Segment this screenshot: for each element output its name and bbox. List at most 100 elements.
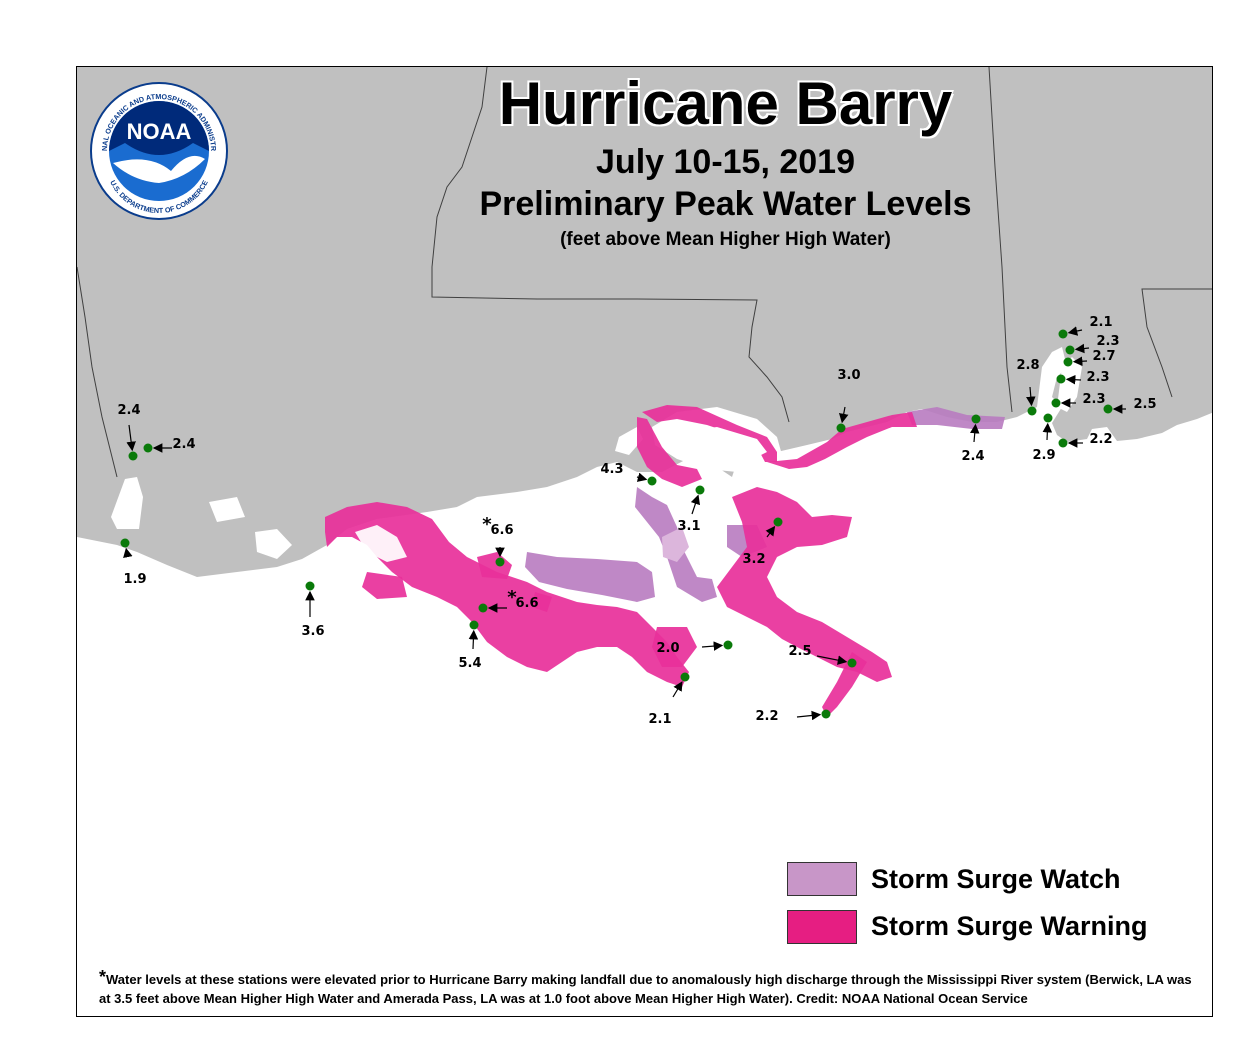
station-marker[interactable] bbox=[1051, 398, 1061, 408]
station-marker[interactable] bbox=[1058, 329, 1068, 339]
station-arrow bbox=[672, 681, 683, 698]
station-marker[interactable] bbox=[836, 423, 846, 433]
stations-layer: 2.42.41.93.66.6*6.6*5.44.33.13.03.22.02.… bbox=[117, 315, 1156, 727]
grand-lake bbox=[255, 529, 292, 559]
station-marker[interactable] bbox=[695, 485, 705, 495]
station-arrow bbox=[636, 472, 648, 482]
station-asterisk: * bbox=[482, 514, 492, 535]
station-value-label: 2.2 bbox=[755, 709, 778, 724]
station-arrow bbox=[1074, 343, 1090, 354]
station-asterisk: * bbox=[507, 587, 517, 608]
station-value-label: 2.9 bbox=[1032, 448, 1055, 463]
station-marker[interactable] bbox=[1065, 345, 1075, 355]
station-marker[interactable] bbox=[847, 658, 857, 668]
footnote-text: Water levels at these stations were elev… bbox=[99, 972, 1192, 1006]
calcasieu-lake bbox=[111, 477, 143, 529]
lake-maurepas bbox=[615, 427, 643, 455]
station-marker[interactable] bbox=[478, 603, 488, 613]
legend-label-warning: Storm Surge Warning bbox=[871, 911, 1148, 941]
map-frame: 2.4 2.4 1.9 3.6 6.6 * 6.6 * 5.4 4.3 3.1 3.0 3.2 2.0 2.… bbox=[76, 66, 1213, 1017]
logo-center-text: NOAA bbox=[127, 119, 192, 144]
station-marker[interactable] bbox=[723, 640, 733, 650]
sabine-lake bbox=[209, 497, 245, 522]
station-arrow bbox=[468, 629, 479, 650]
station-value-label: 2.7 bbox=[1092, 349, 1115, 364]
legend-swatch-warning bbox=[787, 910, 857, 944]
station-marker[interactable] bbox=[1063, 357, 1073, 367]
station-marker[interactable] bbox=[469, 620, 479, 630]
station-value-label: 2.1 bbox=[648, 712, 671, 727]
station-marker[interactable] bbox=[143, 443, 153, 453]
station-value-label: 3.0 bbox=[837, 368, 860, 383]
watch-light-area bbox=[662, 527, 689, 562]
storm-surge-warning-area bbox=[325, 405, 917, 717]
station-value-label: 2.5 bbox=[788, 644, 811, 659]
station-marker[interactable] bbox=[495, 557, 505, 567]
station-marker[interactable] bbox=[1103, 404, 1113, 414]
map-dates: July 10-15, 2019 bbox=[596, 143, 855, 181]
lake-interior-white bbox=[677, 427, 767, 462]
land-mass bbox=[77, 67, 1212, 577]
station-marker[interactable] bbox=[821, 709, 831, 719]
station-marker[interactable] bbox=[971, 414, 981, 424]
station-value-label: 3.2 bbox=[742, 552, 765, 567]
legend-label-watch: Storm Surge Watch bbox=[871, 864, 1121, 894]
state-boundary-tx-la bbox=[77, 266, 118, 478]
station-value-label: 2.8 bbox=[1016, 358, 1039, 373]
station-marker[interactable] bbox=[305, 581, 315, 591]
station-arrow bbox=[1065, 374, 1082, 385]
station-value-label: 2.3 bbox=[1082, 392, 1105, 407]
station-marker[interactable] bbox=[1056, 374, 1066, 384]
station-value-label: 5.4 bbox=[458, 656, 481, 671]
station-value-label: 2.4 bbox=[117, 403, 140, 418]
station-value-label: 2.5 bbox=[1133, 397, 1156, 412]
map-units: (feet above Mean Higher High Water) bbox=[560, 229, 891, 250]
noaa-logo-icon: NOAA NATIONAL OCEANIC AND ATMOSPHERIC AD… bbox=[89, 81, 228, 220]
station-arrow bbox=[1026, 386, 1036, 407]
station-arrow bbox=[123, 547, 133, 559]
station-marker[interactable] bbox=[1027, 406, 1037, 416]
state-boundary-la-ms bbox=[431, 67, 790, 423]
station-marker[interactable] bbox=[680, 672, 690, 682]
station-value-label: 2.4 bbox=[961, 449, 984, 464]
station-marker[interactable] bbox=[1058, 438, 1068, 448]
station-arrow bbox=[126, 424, 136, 452]
station-value-label: 2.4 bbox=[172, 437, 195, 452]
station-arrow bbox=[690, 494, 701, 515]
station-value-label: 1.9 bbox=[123, 572, 146, 587]
station-arrow bbox=[1067, 326, 1083, 336]
station-arrow bbox=[765, 525, 776, 538]
station-arrow bbox=[1042, 422, 1053, 441]
station-value-label: 3.1 bbox=[677, 519, 700, 534]
state-boundary-ms-al bbox=[988, 67, 1013, 413]
station-marker[interactable] bbox=[1043, 413, 1053, 423]
station-value-label: 6.6 bbox=[515, 596, 538, 611]
station-arrow bbox=[1072, 356, 1088, 367]
map-subtitle: Preliminary Peak Water Levels bbox=[479, 185, 972, 223]
station-value-label: 2.1 bbox=[1089, 315, 1112, 330]
legend-swatch-watch bbox=[787, 862, 857, 896]
station-arrow bbox=[838, 406, 849, 424]
station-marker[interactable] bbox=[647, 476, 657, 486]
station-arrow bbox=[816, 655, 848, 665]
station-value-label: 2.3 bbox=[1086, 370, 1109, 385]
station-value-label: 2.3 bbox=[1096, 334, 1119, 349]
station-marker[interactable] bbox=[128, 451, 138, 461]
footnote: *Water levels at these stations were ele… bbox=[99, 967, 1199, 1008]
state-boundary-al-fl bbox=[1141, 288, 1212, 398]
map-title: Hurricane Barry bbox=[498, 70, 953, 137]
storm-surge-map: 2.42.41.93.66.6*6.6*5.44.33.13.03.22.02.… bbox=[77, 67, 1212, 727]
station-value-label: 2.2 bbox=[1089, 432, 1112, 447]
station-marker[interactable] bbox=[120, 538, 130, 548]
footnote-asterisk: * bbox=[99, 967, 107, 987]
station-arrow bbox=[969, 423, 980, 443]
station-arrow bbox=[701, 641, 724, 651]
station-arrow bbox=[796, 710, 822, 721]
station-value-label: 6.6 bbox=[490, 523, 513, 538]
station-value-label: 2.0 bbox=[656, 641, 679, 656]
lake-borgne bbox=[767, 469, 807, 495]
station-value-label: 4.3 bbox=[600, 462, 623, 477]
station-value-label: 3.6 bbox=[301, 624, 324, 639]
atchafalaya-bay bbox=[457, 499, 497, 537]
station-marker[interactable] bbox=[773, 517, 783, 527]
